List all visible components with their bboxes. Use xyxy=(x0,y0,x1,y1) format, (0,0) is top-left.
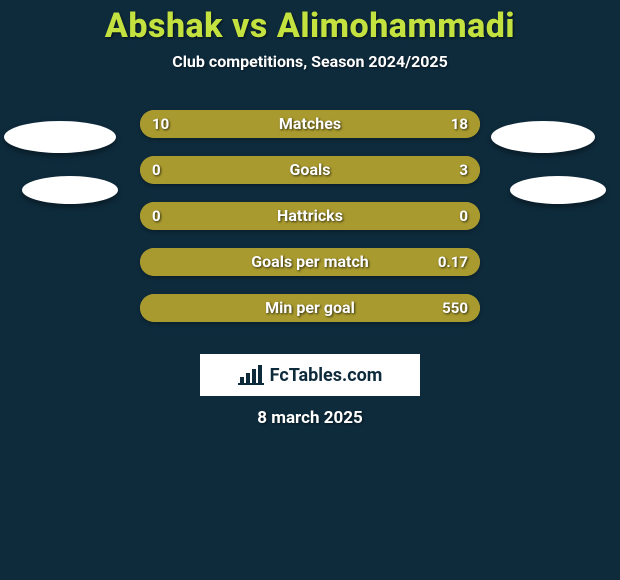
canvas: Abshak vs Alimohammadi Club competitions… xyxy=(0,0,620,580)
stat-bar xyxy=(140,248,480,276)
stat-value-left: 0 xyxy=(152,202,161,230)
stat-bar-left xyxy=(140,202,310,230)
stat-row: 00Hattricks xyxy=(0,202,620,230)
stat-bar xyxy=(140,156,480,184)
stat-bar xyxy=(140,202,480,230)
team-ellipse-right2 xyxy=(510,176,606,204)
stat-bar xyxy=(140,294,480,322)
team-ellipse-left1 xyxy=(4,121,116,153)
stat-value-right: 3 xyxy=(459,156,468,184)
stat-value-right: 0.17 xyxy=(438,248,468,276)
stat-value-right: 18 xyxy=(451,110,468,138)
logo-box: FcTables.com xyxy=(200,354,420,396)
stat-value-left: 0 xyxy=(152,156,161,184)
stat-value-right: 0 xyxy=(459,202,468,230)
stat-bar xyxy=(140,110,480,138)
stat-bar-left xyxy=(140,156,201,184)
date-text: 8 march 2025 xyxy=(0,408,620,428)
stat-row: 550Min per goal xyxy=(0,294,620,322)
team-ellipse-right1 xyxy=(491,121,595,153)
stat-value-right: 550 xyxy=(442,294,468,322)
stat-row: 0.17Goals per match xyxy=(0,248,620,276)
bar-chart-icon xyxy=(238,365,264,385)
stat-value-left: 10 xyxy=(152,110,169,138)
stat-bar-left xyxy=(140,248,249,276)
team-ellipse-left2 xyxy=(22,176,118,204)
logo-text: FcTables.com xyxy=(270,365,383,386)
subtitle: Club competitions, Season 2024/2025 xyxy=(0,52,620,71)
stat-bar-right xyxy=(262,110,480,138)
stat-bar-left xyxy=(140,294,276,322)
page-title: Abshak vs Alimohammadi xyxy=(0,0,620,46)
stat-bar-right xyxy=(201,156,480,184)
stat-bar-right xyxy=(310,202,480,230)
